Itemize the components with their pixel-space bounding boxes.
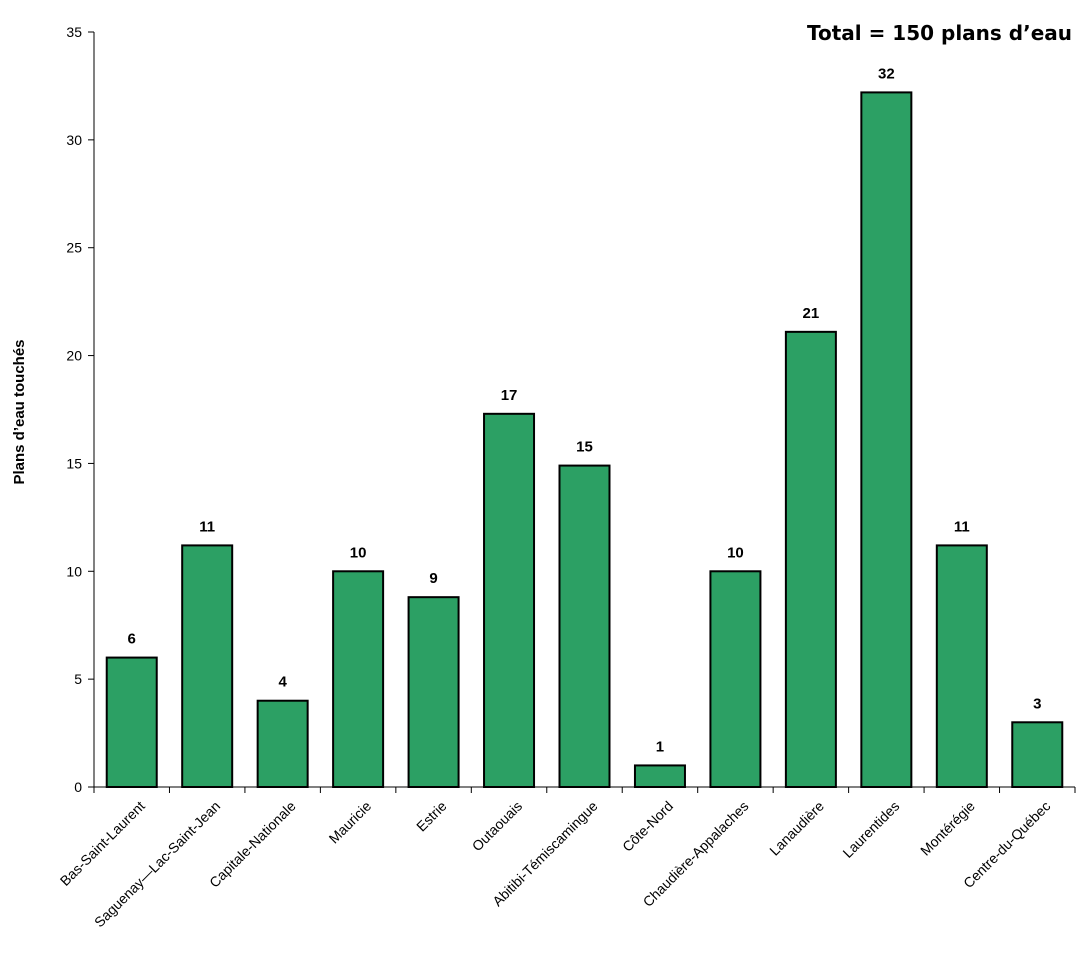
y-axis-title: Plans d’eau touchés <box>11 339 28 484</box>
bar <box>407 596 460 789</box>
category-label: Outaouais <box>469 798 525 854</box>
bar-value-label: 10 <box>350 544 367 561</box>
bar <box>558 464 611 788</box>
y-tick-label: 25 <box>66 240 82 256</box>
category-labels: Bas-Saint-LaurentSaguenay—Lac-Saint-Jean… <box>57 798 1054 931</box>
bar-value-label: 4 <box>278 674 287 691</box>
bar <box>1011 721 1064 788</box>
category-label: Laurentides <box>839 798 902 861</box>
bar <box>483 412 536 788</box>
y-tick-label: 10 <box>66 563 82 579</box>
category-label: Côte-Nord <box>619 798 676 855</box>
category-label: Mauricie <box>326 798 375 847</box>
y-tick-label: 20 <box>66 348 82 364</box>
bar-value-label: 32 <box>878 65 895 82</box>
bar <box>860 91 913 788</box>
total-annotation: Total = 150 plans d’eau <box>807 21 1072 45</box>
category-label: Saguenay—Lac-Saint-Jean <box>91 798 223 930</box>
bar-value-label: 11 <box>199 518 215 535</box>
y-tick-label: 30 <box>66 132 82 148</box>
bar <box>105 656 158 788</box>
bar-data-labels: 6 11 4 10 9 17 15 1 10 21 32 11 3 <box>128 65 1042 755</box>
bar <box>709 570 762 788</box>
y-tick-label: 0 <box>74 779 82 795</box>
bar-value-label: 9 <box>429 570 437 587</box>
bar <box>181 544 234 789</box>
bar-value-label: 1 <box>656 738 664 755</box>
y-axis: 0 5 10 15 20 25 30 35 <box>66 24 95 795</box>
bar <box>935 544 988 789</box>
bar-value-label: 21 <box>803 305 820 322</box>
bar <box>784 330 837 788</box>
category-label: Montérégie <box>917 798 978 859</box>
bars <box>105 91 1064 789</box>
category-label: Estrie <box>413 798 450 835</box>
bar-value-label: 11 <box>954 518 970 535</box>
bar-value-label: 15 <box>576 439 593 456</box>
bar <box>633 764 686 789</box>
y-tick-label: 15 <box>66 455 82 471</box>
bar-value-label: 6 <box>128 631 136 648</box>
category-label: Lanaudière <box>766 798 827 859</box>
y-tick-label: 35 <box>66 24 82 40</box>
bar-value-label: 10 <box>727 544 744 561</box>
bar <box>256 699 309 789</box>
y-tick-label: 5 <box>74 671 82 687</box>
bar-value-label: 17 <box>501 387 518 404</box>
bar <box>332 570 385 788</box>
bar-value-label: 3 <box>1033 695 1041 712</box>
